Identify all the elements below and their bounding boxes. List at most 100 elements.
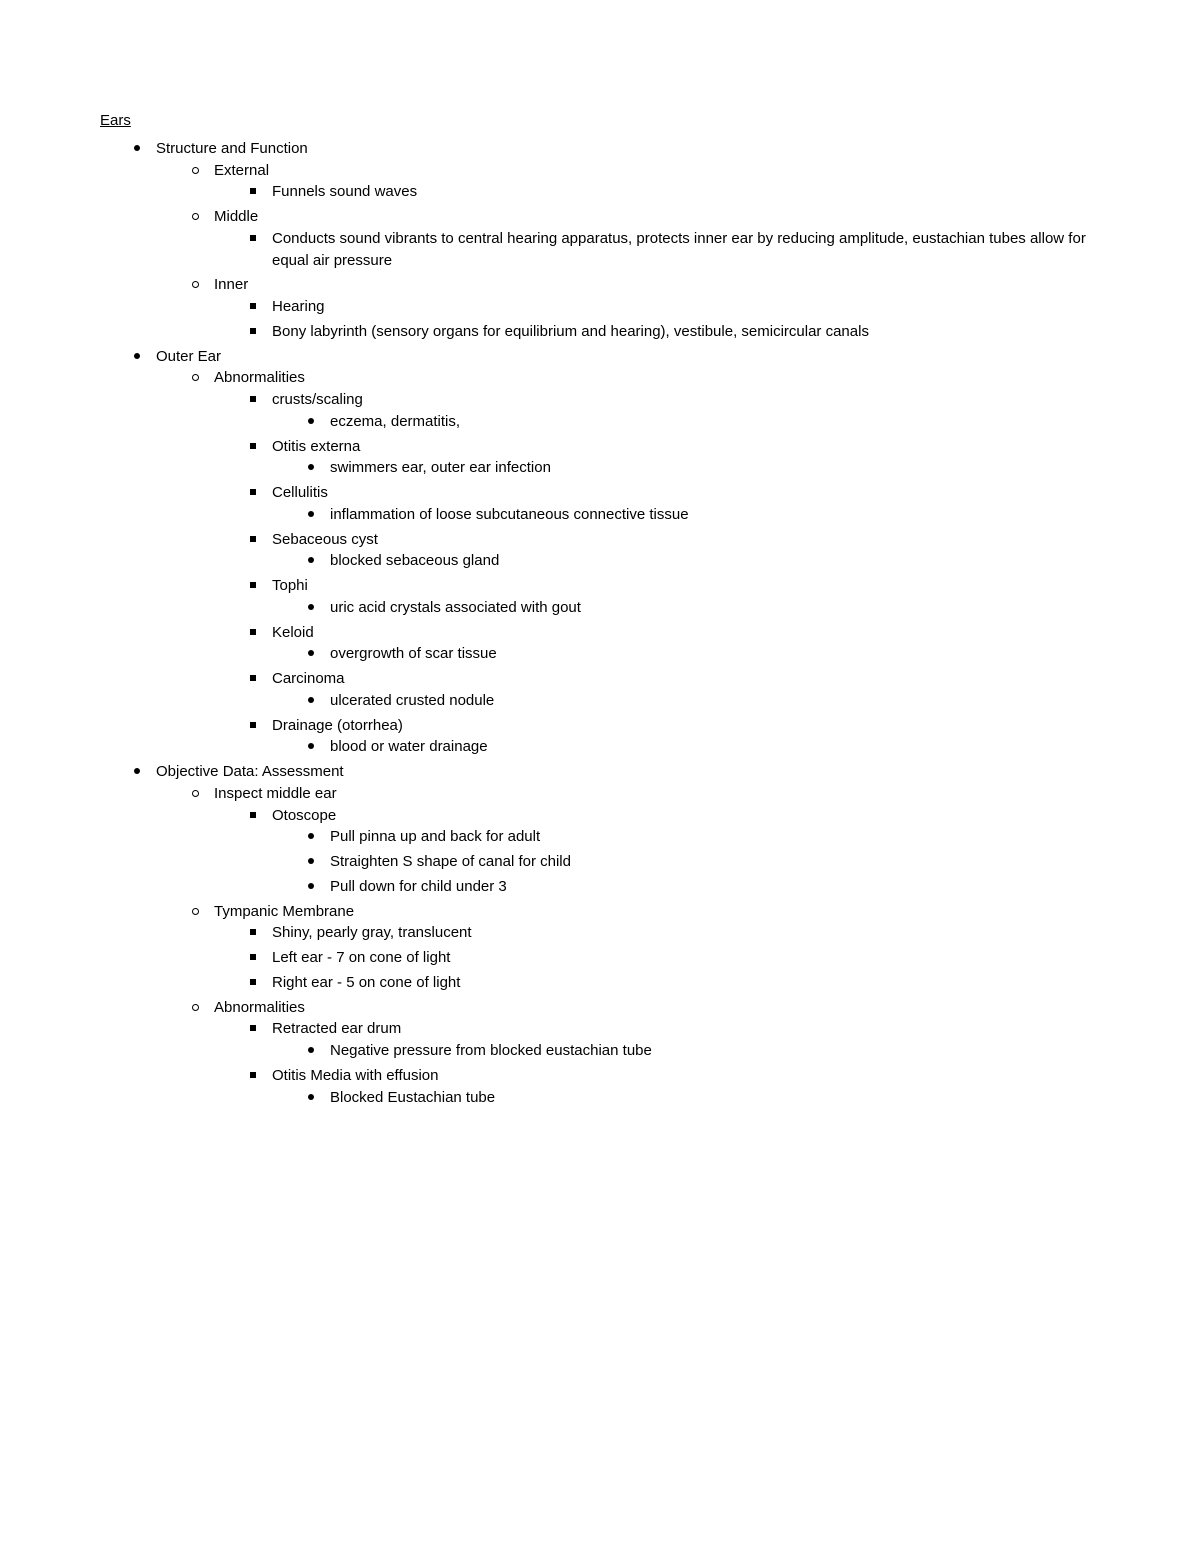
list-item: OtoscopePull pinna up and back for adult… [234, 805, 1100, 898]
list-level-2: Inspect middle ear OtoscopePull pinna up … [176, 783, 1100, 1109]
list-level-4: inflammation of loose subcutaneous conne… [292, 504, 1100, 526]
list-item: uric acid crystals associated with gout [292, 597, 1100, 619]
list-item-text: Inner [214, 276, 248, 293]
list-level-4: Pull pinna up and back for adult Straight… [292, 826, 1100, 897]
list-level-3: Funnels sound waves [234, 181, 1100, 203]
list-item: blood or water drainage [292, 736, 1100, 758]
list-item: Hearing [234, 296, 1100, 318]
list-item-text: Otitis externa [272, 438, 360, 455]
list-level-3: Retracted ear drum Negative pressure from… [234, 1018, 1100, 1108]
list-item: Pull pinna up and back for adult [292, 826, 1100, 848]
list-item: Outer Ear Abnormalities crusts/scaling ecze… [118, 346, 1100, 759]
list-item: ulcerated crusted nodule [292, 690, 1100, 712]
list-item-text: blocked sebaceous gland [330, 552, 499, 569]
list-item-text: uric acid crystals associated with gout [330, 599, 581, 616]
list-item-text: Conducts sound vibrants to central heari… [272, 230, 1086, 269]
list-item-text: Right ear - 5 on cone of light [272, 974, 460, 991]
list-item: Bony labyrinth (sensory organs for equil… [234, 321, 1100, 343]
list-item-text: Straighten S shape of canal for child [330, 853, 571, 870]
list-item-text: eczema, dermatitis, [330, 413, 460, 430]
list-level-4: uric acid crystals associated with gout [292, 597, 1100, 619]
list-item: Left ear - 7 on cone of light [234, 947, 1100, 969]
list-item: Otitis Media with effusion Blocked Eustac… [234, 1065, 1100, 1109]
list-item: Cellulitisinflammation of loose subcutan… [234, 482, 1100, 526]
list-item: eczema, dermatitis, [292, 411, 1100, 433]
list-item-text: Objective Data: Assessment [156, 763, 344, 780]
list-item-text: Structure and Function [156, 140, 308, 157]
list-item: Inner Hearing Bony labyrinth (sensory orga… [176, 274, 1100, 342]
list-level-2: Abnormalities crusts/scaling eczema, derma… [176, 367, 1100, 758]
list-item: ExternalFunnels sound waves [176, 160, 1100, 204]
list-level-3: crusts/scaling eczema, dermatitis, Otitis … [234, 389, 1100, 758]
list-item: Abnormalities Retracted ear drum Negative … [176, 997, 1100, 1109]
list-item-text: Retracted ear drum [272, 1020, 401, 1037]
list-item: Shiny, pearly gray, translucent [234, 922, 1100, 944]
list-item: Carcinoma ulcerated crusted nodule [234, 668, 1100, 712]
list-level-4: ulcerated crusted nodule [292, 690, 1100, 712]
list-item: Abnormalities crusts/scaling eczema, derma… [176, 367, 1100, 758]
list-item: Blocked Eustachian tube [292, 1087, 1100, 1109]
list-item: Pull down for child under 3 [292, 876, 1100, 898]
list-item-text: Negative pressure from blocked eustachia… [330, 1042, 652, 1059]
list-item: inflammation of loose subcutaneous conne… [292, 504, 1100, 526]
list-item-text: Hearing [272, 298, 325, 315]
list-item: Tympanic Membrane Shiny, pearly gray, tra… [176, 901, 1100, 994]
list-item-text: Left ear - 7 on cone of light [272, 949, 450, 966]
list-item: Negative pressure from blocked eustachia… [292, 1040, 1100, 1062]
list-item-text: Outer Ear [156, 348, 221, 365]
list-item-text: swimmers ear, outer ear infection [330, 459, 551, 476]
list-item-text: blood or water drainage [330, 738, 488, 755]
list-item-text: Tympanic Membrane [214, 903, 354, 920]
outline-root: Structure and Function ExternalFunnels so… [100, 138, 1100, 1109]
list-item: Conducts sound vibrants to central heari… [234, 228, 1100, 272]
list-item-text: Sebaceous cyst [272, 531, 378, 548]
list-level-4: eczema, dermatitis, [292, 411, 1100, 433]
list-item: overgrowth of scar tissue [292, 643, 1100, 665]
list-item: Otitis externa swimmers ear, outer ear in… [234, 436, 1100, 480]
list-item: blocked sebaceous gland [292, 550, 1100, 572]
list-item: Drainage (otorrhea) blood or water draina… [234, 715, 1100, 759]
list-item-text: ulcerated crusted nodule [330, 692, 494, 709]
list-item-text: Cellulitis [272, 484, 328, 501]
list-item-text: Funnels sound waves [272, 183, 417, 200]
list-item-text: Tophi [272, 577, 308, 594]
list-level-3: Hearing Bony labyrinth (sensory organs fo… [234, 296, 1100, 343]
list-item: crusts/scaling eczema, dermatitis, [234, 389, 1100, 433]
list-level-2: ExternalFunnels sound waves Middle Conduct… [176, 160, 1100, 343]
list-item-text: Otitis Media with effusion [272, 1067, 438, 1084]
list-item: Objective Data: Assessment Inspect middle… [118, 761, 1100, 1108]
list-item-text: Pull down for child under 3 [330, 878, 507, 895]
list-level-3: Conducts sound vibrants to central heari… [234, 228, 1100, 272]
list-level-4: overgrowth of scar tissue [292, 643, 1100, 665]
list-item: swimmers ear, outer ear infection [292, 457, 1100, 479]
list-level-4: Negative pressure from blocked eustachia… [292, 1040, 1100, 1062]
list-item-text: Shiny, pearly gray, translucent [272, 924, 472, 941]
list-level-3: OtoscopePull pinna up and back for adult… [234, 805, 1100, 898]
list-item-text: Middle [214, 208, 258, 225]
list-item: Funnels sound waves [234, 181, 1100, 203]
list-item-text: inflammation of loose subcutaneous conne… [330, 506, 689, 523]
list-level-4: swimmers ear, outer ear infection [292, 457, 1100, 479]
list-item-text: Abnormalities [214, 369, 305, 386]
document-title: Ears [100, 110, 1100, 132]
list-level-3: Shiny, pearly gray, translucent Left ear … [234, 922, 1100, 993]
list-item-text: Carcinoma [272, 670, 345, 687]
list-item: Structure and Function ExternalFunnels so… [118, 138, 1100, 343]
list-level-4: blood or water drainage [292, 736, 1100, 758]
list-item-text: Drainage (otorrhea) [272, 717, 403, 734]
list-item: Retracted ear drum Negative pressure from… [234, 1018, 1100, 1062]
list-item: Tophi uric acid crystals associated with … [234, 575, 1100, 619]
list-item: Inspect middle ear OtoscopePull pinna up … [176, 783, 1100, 898]
list-level-4: Blocked Eustachian tube [292, 1087, 1100, 1109]
list-item-text: Inspect middle ear [214, 785, 337, 802]
list-item-text: Keloid [272, 624, 314, 641]
list-item-text: crusts/scaling [272, 391, 363, 408]
list-item-text: Blocked Eustachian tube [330, 1089, 495, 1106]
list-item: Right ear - 5 on cone of light [234, 972, 1100, 994]
list-level-1: Structure and Function ExternalFunnels so… [118, 138, 1100, 1109]
list-item-text: Abnormalities [214, 999, 305, 1016]
list-item: Straighten S shape of canal for child [292, 851, 1100, 873]
list-item-text: overgrowth of scar tissue [330, 645, 497, 662]
list-item-text: Bony labyrinth (sensory organs for equil… [272, 323, 869, 340]
list-item: Middle Conducts sound vibrants to central… [176, 206, 1100, 271]
